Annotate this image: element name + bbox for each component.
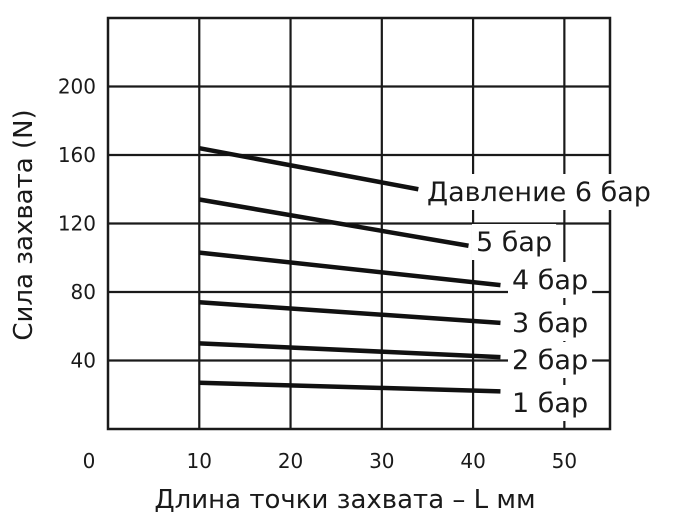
series-label-bg — [508, 305, 593, 341]
series-line — [198, 145, 419, 192]
series-line — [198, 197, 469, 248]
x-axis-title: Длина точки захвата – L мм — [154, 485, 535, 515]
x-tick-labels: 0 10 20 30 40 50 — [83, 449, 577, 473]
y-tick-label: 120 — [58, 212, 96, 236]
series-label: 4 бар — [512, 265, 588, 296]
series-line — [199, 380, 501, 394]
y-axis-title: Сила захвата (N) — [9, 109, 39, 340]
series-lines — [198, 145, 501, 394]
series-label: 2 бар — [512, 345, 588, 376]
x-tick-label: 40 — [460, 449, 485, 473]
series-line — [199, 250, 501, 288]
y-tick-label: 40 — [71, 349, 96, 373]
series-label-bg — [508, 342, 593, 378]
series-label-bg — [472, 224, 557, 260]
x-tick-label: 20 — [278, 449, 303, 473]
y-tick-label: 160 — [58, 143, 96, 167]
series-line — [199, 300, 501, 326]
series-label-bg — [423, 174, 655, 210]
series-label: Давление 6 бар — [427, 177, 651, 208]
series-label: 1 бар — [512, 388, 588, 419]
x-tick-label: 50 — [552, 449, 577, 473]
x-tick-label: 10 — [187, 449, 212, 473]
y-tick-labels: 40 80 120 160 200 — [58, 75, 96, 373]
y-tick-label: 80 — [71, 280, 96, 304]
series-label: 5 бар — [476, 227, 552, 258]
series-labels: Давление 6 бар 5 бар 4 бар 3 бар 2 бар 1 бар — [423, 174, 655, 421]
grid-lines — [108, 18, 610, 429]
series-label: 3 бар — [512, 308, 588, 339]
series-label-bg — [508, 385, 593, 421]
series-line — [199, 341, 501, 360]
plot-frame — [106, 16, 612, 431]
x-tick-label: 0 — [83, 449, 96, 473]
y-tick-label: 200 — [58, 75, 96, 99]
x-tick-label: 30 — [369, 449, 394, 473]
series-label-bg — [508, 262, 593, 298]
